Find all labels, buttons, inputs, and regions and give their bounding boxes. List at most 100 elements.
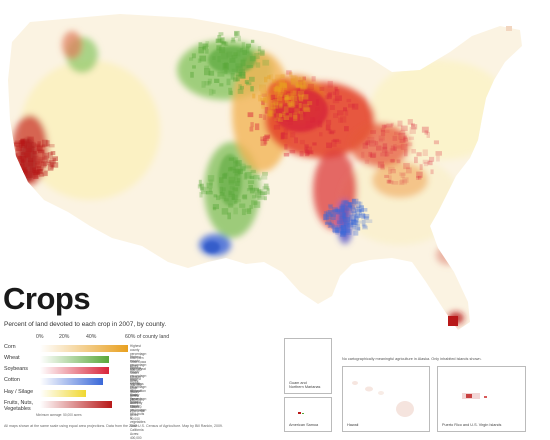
county-cell	[305, 120, 313, 128]
county-cell	[419, 164, 423, 171]
county-cell	[289, 150, 296, 154]
county-cell	[20, 141, 27, 148]
county-cell	[215, 38, 222, 43]
county-cell	[334, 89, 340, 96]
county-cell	[393, 146, 397, 152]
county-cell	[290, 132, 296, 138]
county-cell	[354, 223, 361, 231]
county-cell	[329, 131, 335, 135]
county-cell	[20, 140, 25, 146]
county-cell	[294, 99, 299, 105]
county-cell	[237, 170, 242, 174]
county-cell	[234, 200, 238, 204]
county-cell	[399, 172, 406, 176]
county-cell	[326, 218, 331, 224]
county-cell	[334, 86, 338, 92]
county-cell	[350, 207, 356, 213]
county-cell	[219, 46, 226, 54]
county-cell	[191, 53, 196, 59]
county-cell	[340, 231, 346, 237]
county-cell	[285, 116, 293, 122]
county-cell	[36, 145, 43, 152]
county-cell	[337, 220, 343, 224]
county-cell	[276, 101, 283, 106]
county-cell	[400, 179, 408, 185]
county-cell	[264, 107, 269, 114]
county-cell	[42, 139, 48, 147]
inset-guam: Guam and Northern Marianas	[284, 338, 332, 394]
county-cell	[19, 171, 24, 176]
county-cell	[290, 75, 297, 81]
inset-label: American Samoa	[289, 423, 319, 428]
county-cell	[204, 65, 209, 70]
county-cell	[368, 151, 372, 157]
county-cell	[267, 93, 272, 100]
county-cell	[304, 144, 309, 148]
county-cell	[232, 187, 238, 192]
county-cell	[222, 187, 226, 192]
county-cell	[245, 43, 251, 48]
county-cell	[249, 76, 255, 82]
county-cell	[333, 208, 341, 215]
county-cell	[340, 205, 345, 213]
inset-hawaii: Hawaii	[342, 366, 430, 432]
county-cell	[305, 146, 312, 154]
county-cell	[349, 214, 356, 221]
county-cell	[378, 135, 385, 141]
county-cell	[45, 140, 50, 147]
county-cell	[323, 211, 328, 216]
county-cell	[295, 77, 301, 83]
county-cell	[400, 125, 408, 131]
county-cell	[237, 88, 244, 94]
county-cell	[14, 170, 21, 175]
county-cell	[242, 49, 247, 55]
county-cell	[386, 179, 392, 184]
county-cell	[205, 190, 213, 195]
county-cell	[219, 186, 223, 193]
county-cell	[281, 113, 285, 117]
county-cell	[300, 113, 304, 121]
county-cell	[198, 179, 202, 187]
county-cell	[231, 194, 238, 200]
county-cell	[250, 169, 256, 173]
county-cell	[380, 164, 385, 170]
county-cell	[348, 202, 353, 209]
county-cell	[253, 201, 261, 208]
county-cell	[337, 110, 344, 116]
county-cell	[199, 192, 203, 198]
county-cell	[247, 112, 254, 118]
county-cell	[257, 189, 263, 193]
county-cell	[281, 131, 285, 139]
county-cell	[262, 186, 270, 191]
county-cell	[32, 151, 37, 155]
county-cell	[198, 42, 203, 48]
county-cell	[430, 169, 434, 175]
county-cell	[341, 225, 346, 232]
county-cell	[355, 209, 362, 213]
county-cell	[240, 59, 246, 67]
county-cell	[398, 133, 406, 140]
county-cell	[301, 94, 309, 100]
county-cell	[255, 62, 261, 68]
legend-note: Highest county percentage: 58% wheat Sta…	[130, 355, 147, 387]
county-cell	[298, 76, 305, 83]
county-cell	[26, 171, 33, 178]
county-cell	[287, 103, 292, 108]
county-cell	[22, 171, 27, 175]
region-fruit-georgia	[436, 245, 460, 265]
legend-label: Hay / Silage	[4, 389, 34, 395]
county-cell	[278, 104, 283, 109]
county-cell	[391, 158, 395, 163]
county-cell	[364, 141, 369, 146]
county-cell	[32, 169, 40, 175]
county-cell	[22, 139, 30, 143]
county-cell	[285, 95, 289, 99]
county-cell	[297, 90, 305, 97]
county-cell	[347, 222, 354, 228]
county-cell	[342, 212, 346, 219]
county-cell	[339, 225, 343, 229]
county-cell	[219, 195, 227, 199]
county-cell	[279, 103, 283, 107]
county-cell	[37, 158, 44, 163]
county-cell	[384, 129, 390, 133]
